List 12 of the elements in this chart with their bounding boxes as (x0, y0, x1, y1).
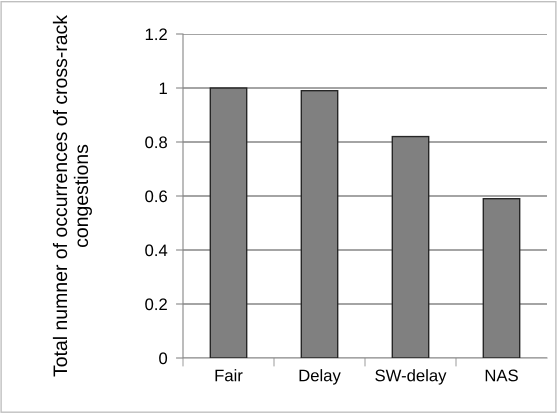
x-tick-label: Fair (216, 369, 243, 382)
y-tick-label: 1 (160, 82, 167, 94)
x-tick-label: SW-delay (375, 369, 446, 385)
y-tick-label: 0.4 (145, 244, 168, 256)
y-tick-label: 0.8 (145, 136, 167, 148)
y-tick-label: 0.6 (145, 190, 167, 202)
x-tick-label: NAS (486, 370, 518, 382)
y-tick-label: 1.2 (146, 28, 167, 40)
y-axis-title: Total numner of occurrences of cross-rack congestions (52, 14, 92, 377)
x-tick-label: Delay (300, 369, 341, 385)
y-tick-label: 0 (159, 352, 168, 364)
y-tick-label: 0.2 (145, 298, 167, 310)
